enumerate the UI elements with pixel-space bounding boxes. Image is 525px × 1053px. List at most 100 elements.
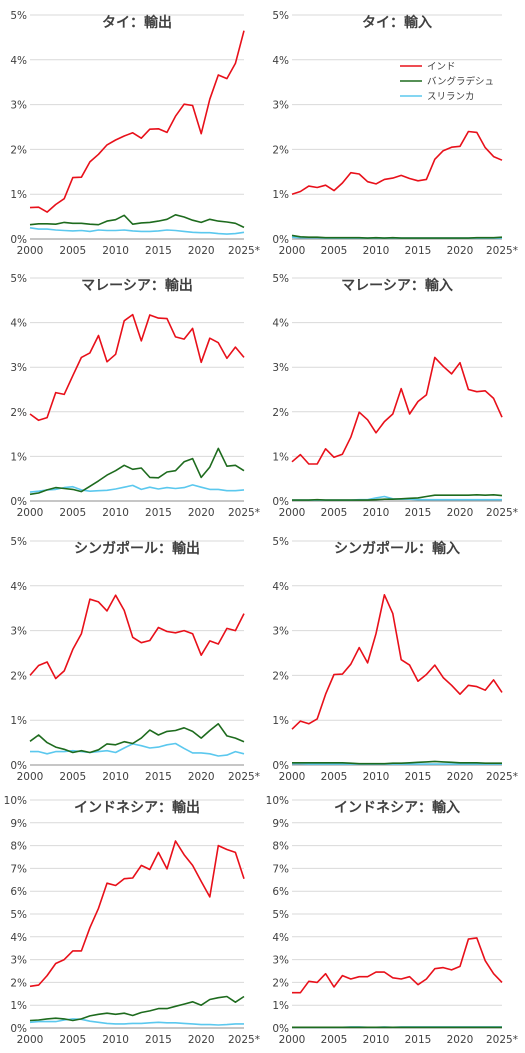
y-tick-label: 4% (10, 581, 27, 593)
y-tick-label: 1% (10, 715, 27, 727)
series-line (29, 30, 245, 213)
y-tick-label: 0% (10, 1023, 27, 1035)
x-tick-label: 2005 (321, 771, 348, 783)
x-tick-label: 2010 (102, 1034, 129, 1046)
chart-panel-1: 0% 1% 2% 3% 4% 5% 2000 2005 2010 2015 2020 2025* タイ：… (272, 10, 518, 257)
x-tick-label: 2020 (188, 771, 215, 783)
y-tick-label: 4% (272, 55, 289, 67)
y-tick-label: 5% (10, 273, 27, 285)
y-tick-label: 1% (272, 1000, 289, 1012)
y-tick-label: 2% (272, 670, 289, 682)
x-tick-label: 2010 (102, 507, 129, 519)
x-tick-label: 2010 (363, 245, 390, 257)
x-tick-label: 2025* (228, 507, 260, 519)
x-tick-label: 2015 (145, 245, 172, 257)
x-tick-label: 2005 (59, 245, 86, 257)
y-tick-label: 4% (10, 932, 27, 944)
chart-panel-3: 0% 1% 2% 3% 4% 5% 2000 2005 2010 2015 2020 2025* マレー… (272, 273, 518, 519)
chart-panel-2: 0% 1% 2% 3% 4% 5% 2000 2005 2010 2015 2020 2025* マレー… (10, 273, 260, 519)
x-tick-label: 2000 (279, 771, 306, 783)
x-tick-label: 2000 (17, 771, 44, 783)
series-line (291, 130, 503, 195)
y-tick-label: 0% (10, 234, 27, 246)
series-line (29, 313, 245, 422)
y-tick-label: 0% (272, 760, 289, 772)
y-tick-label: 5% (10, 10, 27, 22)
x-tick-label: 2015 (405, 1034, 432, 1046)
y-tick-label: 6% (10, 886, 27, 898)
y-tick-label: 3% (272, 626, 289, 638)
y-tick-label: 9% (272, 818, 289, 830)
chart-title: タイ：輸入 (362, 14, 432, 31)
y-tick-label: 5% (272, 273, 289, 285)
series-line (29, 1018, 244, 1026)
y-tick-label: 3% (272, 955, 289, 967)
y-tick-label: 5% (272, 536, 289, 548)
x-tick-label: 2015 (145, 1034, 172, 1046)
y-tick-label: 1% (272, 189, 289, 201)
y-tick-label: 2% (272, 977, 289, 989)
x-tick-label: 2010 (363, 507, 390, 519)
series-line (292, 937, 503, 994)
x-tick-label: 2020 (188, 1034, 215, 1046)
series-line (29, 447, 245, 496)
x-tick-label: 2025* (486, 1034, 518, 1046)
series-line (30, 742, 245, 757)
y-tick-label: 3% (10, 955, 27, 967)
y-tick-label: 2% (10, 144, 27, 156)
x-tick-label: 2015 (145, 771, 172, 783)
y-tick-label: 4% (10, 55, 27, 67)
series-line (29, 227, 245, 235)
x-tick-label: 2000 (17, 245, 44, 257)
y-tick-label: 5% (272, 909, 289, 921)
y-tick-label: 3% (10, 100, 27, 112)
series-line (291, 356, 503, 465)
x-tick-label: 2015 (405, 245, 432, 257)
x-tick-label: 2010 (363, 771, 390, 783)
y-tick-label: 1% (10, 451, 27, 463)
series-line (29, 995, 245, 1022)
y-tick-label: 5% (10, 909, 27, 921)
series-line (29, 840, 245, 988)
x-tick-label: 2025* (228, 771, 260, 783)
legend-label: インド (427, 62, 456, 73)
x-tick-label: 2010 (102, 771, 129, 783)
x-tick-label: 2025* (228, 245, 260, 257)
series-line (29, 594, 245, 680)
x-tick-label: 2020 (188, 245, 215, 257)
y-tick-label: 2% (10, 670, 27, 682)
x-tick-label: 2025* (486, 507, 518, 519)
x-tick-label: 2015 (405, 507, 432, 519)
chart-panel-5: 0% 1% 2% 3% 4% 5% 2000 2005 2010 2015 2020 2025* シンガ… (272, 536, 518, 783)
y-tick-label: 0% (10, 760, 27, 772)
series-line (29, 214, 245, 229)
x-tick-label: 2005 (59, 771, 86, 783)
chart-title: マレーシア：輸出 (81, 277, 193, 294)
chart-panel-7: 0% 1% 2% 3% 4% 5% 6% 7% 8% 9% 10% 2000 2005 2010 2015 2… (266, 795, 518, 1046)
chart-title: シンガポール：輸出 (74, 540, 200, 557)
x-tick-label: 2025* (486, 245, 518, 257)
y-tick-label: 0% (272, 234, 289, 246)
y-tick-label: 0% (10, 496, 27, 508)
y-tick-label: 9% (10, 818, 27, 830)
x-tick-label: 2020 (447, 1034, 474, 1046)
x-tick-label: 2015 (405, 771, 432, 783)
chart-title: インドネシア：輸入 (334, 799, 460, 816)
y-tick-label: 2% (10, 407, 27, 419)
series-line (29, 722, 245, 754)
x-tick-label: 2000 (279, 507, 306, 519)
y-tick-label: 3% (10, 362, 27, 374)
x-tick-label: 2005 (321, 507, 348, 519)
y-tick-label: 5% (272, 10, 289, 22)
chart-panel-6: 0% 1% 2% 3% 4% 5% 6% 7% 8% 9% 10% 2000 2005 2010 2015 2… (4, 795, 260, 1046)
y-tick-label: 0% (272, 496, 289, 508)
y-tick-label: 8% (272, 841, 289, 853)
y-tick-label: 2% (272, 144, 289, 156)
x-tick-label: 2010 (363, 1034, 390, 1046)
series-line (291, 234, 503, 239)
x-tick-label: 2025* (228, 1034, 260, 1046)
x-tick-label: 2020 (188, 507, 215, 519)
series-line (29, 484, 245, 493)
series-line (292, 493, 503, 501)
